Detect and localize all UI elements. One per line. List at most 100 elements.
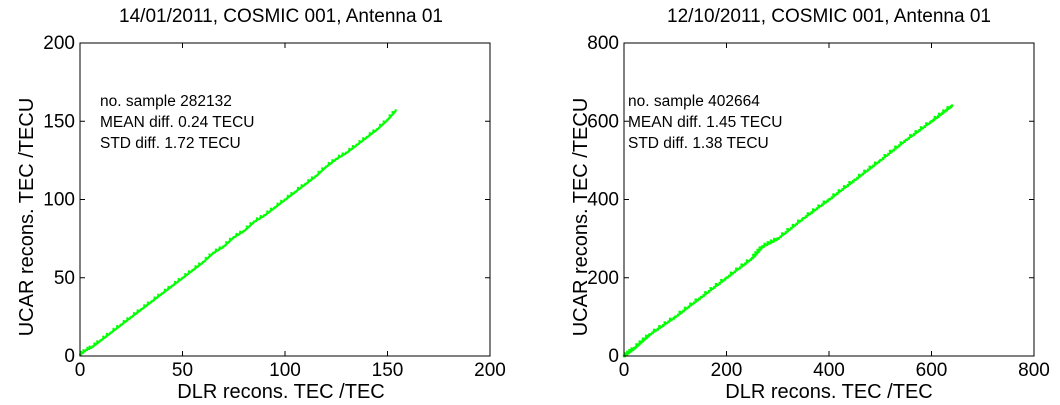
scatter-point [635, 343, 638, 346]
scatter-point [360, 140, 363, 143]
scatter-point [885, 154, 888, 157]
x-tick-label: 150 [372, 360, 404, 381]
scatter-point [219, 247, 222, 250]
scatter-point [668, 317, 672, 321]
scatter-point [370, 132, 373, 135]
scatter-point [347, 150, 350, 153]
scatter-point [295, 189, 298, 192]
scatter-point [777, 237, 781, 240]
scatter-point [196, 266, 199, 269]
scatter-point [247, 226, 250, 229]
scatter-point [369, 133, 372, 136]
scatter-point [161, 292, 164, 295]
scatter-point [249, 222, 252, 225]
scatter-point [950, 104, 954, 107]
scatter-point [353, 145, 356, 148]
scatter-point [356, 143, 359, 146]
scatter-point [822, 200, 826, 203]
scatter-point [644, 337, 647, 341]
scatter-point [209, 255, 212, 258]
scatter-point [343, 153, 346, 156]
y-tick-label: 0 [64, 346, 75, 367]
scatter-point [368, 132, 371, 135]
scatter-point [640, 340, 644, 343]
scatter-point [769, 241, 772, 245]
stat-samples: no. sample 402664 [628, 93, 760, 110]
scatter-point [316, 173, 319, 176]
scatter-point [826, 199, 829, 203]
scatter-point [920, 127, 923, 131]
scatter-point [373, 130, 376, 133]
scatter-point [728, 275, 731, 278]
scatter-point [644, 334, 648, 338]
scatter-point [797, 221, 800, 224]
scatter-point [837, 189, 840, 192]
scatter-point [762, 245, 766, 248]
scatter-point [115, 327, 118, 330]
scatter-point [362, 138, 365, 141]
scatter-point [139, 309, 142, 312]
scatter-point [280, 201, 283, 204]
scatter-point [909, 135, 912, 139]
scatter-point [238, 233, 241, 236]
scatter-point [259, 215, 262, 218]
scatter-point [157, 295, 160, 298]
scatter-point [380, 124, 383, 127]
scatter-point [327, 161, 330, 164]
scatter-point [376, 127, 379, 130]
scatter-point [361, 140, 364, 143]
scatter-point [287, 196, 290, 199]
scatter-point [348, 147, 351, 150]
scatter-point [341, 152, 344, 155]
scatter-point [946, 106, 949, 109]
x-tick-label: 200 [474, 360, 506, 381]
scatter-point [746, 261, 749, 264]
scatter-point [751, 256, 755, 259]
scatter-point [227, 240, 230, 243]
scatter-point [113, 329, 116, 332]
chart-title: 12/10/2011, COSMIC 001, Antenna 01 [667, 6, 991, 27]
scatter-point [342, 153, 345, 156]
scatter-point [253, 220, 256, 223]
scatter-point [215, 249, 218, 252]
scatter-point [239, 230, 242, 233]
scatter-point [875, 162, 879, 165]
scatter-point [372, 129, 375, 132]
scatter-point [387, 117, 390, 120]
y-tick-label: 0 [608, 346, 619, 367]
scatter-point [692, 301, 696, 305]
y-tick-label: 400 [587, 190, 619, 211]
scatter-point [747, 259, 751, 263]
scatter-point [270, 209, 273, 212]
scatter-point [914, 130, 917, 133]
scatter-point [182, 276, 185, 279]
scatter-point [907, 137, 910, 140]
scatter-point [942, 110, 946, 114]
scatter-point [694, 298, 697, 301]
scatter-point [798, 220, 802, 223]
scatter-point [335, 157, 338, 160]
scatter-point [101, 338, 104, 341]
scatter-point [277, 204, 280, 207]
scatter-point [211, 253, 214, 256]
scatter-point [320, 170, 323, 173]
scatter-point [678, 310, 681, 314]
scatter-point [806, 212, 810, 215]
scatter-point [828, 197, 832, 201]
scatter-point [779, 235, 782, 239]
scatter-point [722, 279, 725, 282]
scatter-point [162, 291, 165, 294]
scatter-point [267, 211, 270, 214]
scatter-point [832, 193, 835, 196]
scatter-point [696, 299, 699, 302]
scatter-point [279, 202, 282, 205]
x-tick-label: 50 [172, 360, 193, 381]
y-axis-label: UCAR recons. TEC /TECU [570, 98, 592, 337]
scatter-point [793, 224, 797, 227]
scatter-point [164, 290, 167, 293]
scatter-point [627, 351, 631, 354]
chart-panel-right: 12/10/2011, COSMIC 001, Antenna 01 DLR r… [570, 6, 1050, 403]
scatter-point [282, 199, 285, 202]
scatter-point [707, 290, 711, 293]
